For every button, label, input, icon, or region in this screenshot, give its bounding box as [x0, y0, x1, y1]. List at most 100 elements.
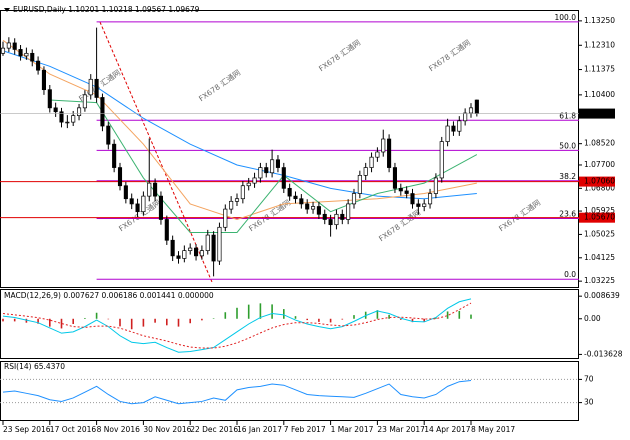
y-tick-label: 1.07700	[584, 160, 615, 169]
candle-body	[369, 156, 374, 168]
candle-body	[264, 167, 269, 174]
x-tick-label: 8 Nov 2016	[97, 425, 140, 434]
rsi-title: RSI(14) 65.4370	[4, 362, 65, 371]
candle-body	[293, 195, 298, 200]
candle-body	[334, 213, 339, 226]
candle-body	[12, 42, 17, 50]
candle-body	[416, 203, 421, 207]
y-tick-label: 1.05025	[584, 229, 615, 238]
y-tick-label: 1.06800	[584, 183, 615, 192]
macd-histogram-bar	[376, 310, 379, 319]
macd-histogram-bar	[154, 318, 156, 323]
price-box	[579, 176, 615, 187]
candle-body	[147, 182, 152, 197]
x-tick-label: 22 Dec 2016	[190, 425, 238, 434]
macd-histogram-bar	[130, 318, 133, 330]
candle-body	[328, 219, 333, 226]
candle-body	[468, 107, 474, 114]
macd-histogram-bar	[201, 318, 203, 321]
candle-body	[398, 187, 403, 192]
candle-body	[24, 52, 29, 57]
price-box-label: 1.07060	[584, 177, 615, 186]
macd-histogram-bar	[107, 318, 110, 320]
candle-body	[340, 213, 345, 220]
macd-histogram-bar	[84, 317, 86, 319]
price-box	[579, 212, 615, 223]
candle-body	[433, 177, 438, 194]
macd-histogram-bar	[142, 318, 145, 327]
candle-body	[47, 89, 52, 109]
candle-body	[451, 125, 456, 132]
macd-histogram-bar	[166, 318, 168, 326]
candle-body	[71, 115, 76, 123]
macd-histogram-bar	[60, 318, 63, 329]
candle-body	[36, 60, 41, 71]
macd-line	[2, 298, 472, 353]
moving-average	[2, 39, 477, 221]
last-price-box	[579, 108, 615, 119]
candle-body	[135, 203, 140, 213]
x-tick-label: 1 Mar 2017	[331, 425, 374, 434]
y-tick-label: 0.008639	[584, 291, 620, 300]
macd-histogram-bar	[435, 317, 437, 319]
y-tick-label: 1.13250	[584, 16, 615, 25]
fib-label: 100.0	[555, 13, 577, 22]
candle-body	[182, 250, 187, 259]
y-tick-label: 30	[584, 398, 594, 407]
candle-body	[246, 182, 251, 187]
candle-body	[205, 234, 210, 252]
last-price-label: 1.09679	[584, 109, 615, 118]
candle-body	[229, 200, 234, 210]
candle-body	[422, 203, 427, 207]
macd-histogram-bar	[388, 314, 390, 319]
macd-histogram-bar	[329, 318, 332, 323]
candle-body	[316, 206, 321, 215]
macd-histogram-bar	[271, 304, 273, 319]
x-tick-label: 30 Nov 2016	[143, 425, 191, 434]
candle-body	[59, 111, 64, 123]
macd-histogram-bar	[458, 310, 461, 319]
macd-histogram-bar	[400, 318, 402, 320]
candle-body	[76, 107, 82, 116]
candle-body	[141, 195, 146, 213]
candle-body	[53, 107, 58, 113]
x-tick-label: 23 Mar 2017	[377, 425, 425, 434]
macd-histogram-bar	[224, 312, 227, 319]
candle-body	[252, 177, 257, 184]
candle-body	[18, 49, 23, 57]
menu-triangle	[4, 8, 10, 12]
y-tick-label: 0.00	[584, 314, 601, 323]
candle-body	[158, 195, 164, 220]
candle-body	[375, 151, 380, 158]
candle-body	[6, 42, 11, 49]
candle-body	[351, 193, 357, 205]
macd-histogram-bar	[119, 318, 121, 327]
candle-body	[112, 143, 117, 168]
candle-body	[100, 97, 105, 127]
candle-body	[176, 255, 181, 259]
macd-histogram-bar	[247, 304, 250, 319]
candle-body	[258, 167, 263, 179]
candle-body	[129, 198, 134, 205]
candle-body	[463, 112, 468, 122]
y-tick-label: -0.013628	[584, 349, 623, 358]
y-tick-label: 1.04125	[584, 253, 615, 262]
macd-histogram-bar	[411, 318, 414, 323]
candle-body	[305, 203, 310, 210]
macd-histogram-bar	[283, 309, 285, 319]
macd-histogram-bar	[13, 318, 16, 322]
y-tick-label: 1.11375	[584, 65, 615, 74]
candle-body	[311, 206, 316, 210]
y-tick-label: 1.10400	[584, 90, 615, 99]
fib-label: 23.6	[559, 209, 576, 218]
macd-histogram-bar	[25, 318, 28, 323]
candle-body	[82, 94, 87, 109]
candle-body	[270, 159, 275, 174]
candle-body	[106, 125, 111, 145]
candle-body	[41, 69, 47, 91]
macd-histogram-bar	[259, 303, 262, 319]
candle-body	[170, 239, 175, 257]
trend-line	[99, 21, 213, 283]
macd-histogram-bar	[72, 318, 74, 324]
